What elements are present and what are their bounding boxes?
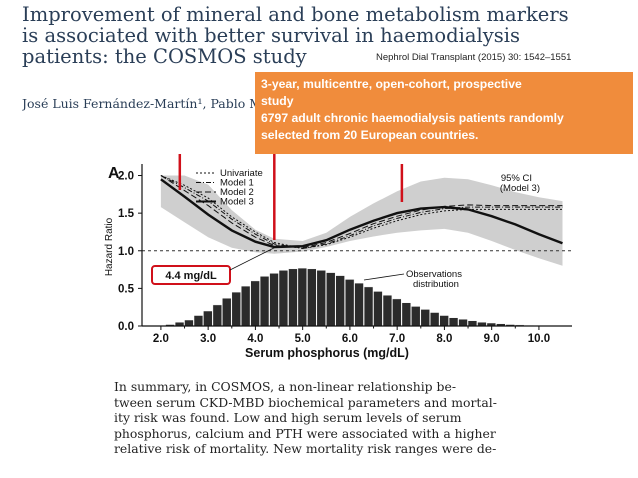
y-tick-label: 1.5: [118, 208, 135, 220]
distribution-bar: [184, 319, 194, 327]
distribution-bar: [297, 267, 308, 327]
series-line: [160, 175, 563, 250]
callout-line: 6797 adult chronic haemodialysis patient…: [261, 111, 564, 125]
y-tick-label: 0.0: [118, 321, 134, 333]
observations-label: Observations: [406, 269, 462, 280]
y-axis-label: Hazard Ratio: [104, 217, 115, 276]
title-line: Improvement of mineral and bone metaboli…: [22, 3, 569, 26]
distribution-bar: [231, 291, 241, 327]
distribution-bar: [240, 285, 251, 327]
x-tick-label: 7.0: [389, 333, 405, 345]
hazard-ratio-chart: 0.0 0.5 1.0 1.5 2.0 2.0 3.0 4.0 5.0 6.0 7.0 8.0 9.0 1…: [104, 152, 572, 360]
distribution-bar: [373, 291, 383, 327]
minimum-pointer: [229, 247, 275, 271]
distribution-bar: [392, 298, 402, 327]
series-line: [160, 178, 563, 249]
summary-line: relative risk of mortality. New mortalit…: [114, 441, 497, 456]
y-tick-label: 2.0: [118, 171, 134, 183]
x-tick-label: 4.0: [247, 333, 263, 345]
distribution-bar: [401, 302, 412, 327]
article-title: Improvement of mineral and bone metaboli…: [22, 4, 622, 67]
distribution-bar: [382, 294, 393, 327]
title-line: patients: the COSMOS study: [22, 45, 307, 68]
distribution-bar: [259, 276, 270, 327]
distribution-bar: [411, 306, 421, 327]
distribution-bar: [344, 279, 355, 327]
x-tick-label: 8.0: [436, 333, 452, 345]
ci-sublabel: (Model 3): [500, 183, 540, 194]
minimum-label-box: [151, 265, 231, 285]
distribution-bar: [193, 315, 204, 327]
y-tick-label: 1.0: [118, 246, 134, 258]
study-design-callout: 3-year, multicentre, open-cohort, prospe…: [255, 72, 633, 154]
x-tick-label: 2.0: [153, 333, 169, 345]
distribution-bar: [212, 304, 223, 327]
distribution-bar: [316, 270, 326, 327]
callout-line: selected from 20 European countries.: [261, 128, 479, 142]
x-tick-label: 9.0: [484, 333, 500, 345]
x-tick-label: 3.0: [200, 333, 216, 345]
x-tick-label: 10.0: [528, 333, 550, 345]
distribution-bar: [222, 297, 232, 327]
legend-entry: Model 1: [220, 178, 254, 189]
summary-line: tween serum CKD-MBD biochemical paramete…: [114, 394, 497, 410]
distribution-bar: [250, 280, 260, 327]
distribution-bar: [326, 272, 336, 327]
minimum-label: 4.4 mg/dL: [165, 270, 217, 282]
distribution-bar: [307, 268, 317, 327]
legend-entry: Model 3: [220, 197, 254, 208]
x-tick-label: 5.0: [295, 333, 311, 345]
author-list: José Luis Fernández-Martín¹, Pablo M: [22, 96, 263, 111]
x-tick-label: 6.0: [342, 333, 358, 345]
distribution-bar: [203, 310, 213, 327]
distribution-bar: [439, 315, 449, 327]
distribution-bar: [269, 273, 279, 327]
panel-label: A: [108, 165, 120, 182]
callout-line: study: [261, 94, 294, 108]
legend-entry: Univariate: [220, 168, 263, 179]
distribution-bar: [288, 268, 298, 327]
series-line: [160, 175, 563, 250]
summary-paragraph: In summary, in COSMOS, a non-linear rela…: [114, 379, 584, 457]
y-tick-label: 0.5: [118, 283, 135, 295]
observations-pointer: [363, 273, 405, 281]
ci-label: 95% CI: [501, 173, 532, 184]
distribution-bar: [363, 286, 374, 327]
distribution-bar: [467, 320, 478, 327]
distribution-bar: [420, 309, 430, 327]
title-line: is associated with better survival in ha…: [22, 24, 520, 47]
summary-line: phosphorus, calcium and PTH were associa…: [114, 425, 496, 441]
series-line: [160, 175, 563, 249]
hazard-ratio-figure: 0.0 0.5 1.0 1.5 2.0 2.0 3.0 4.0 5.0 6.0 7.0 8.0 9.0 1…: [100, 152, 580, 383]
distribution-bar: [335, 275, 345, 327]
distribution-bar: [448, 317, 459, 327]
distribution-bar: [429, 312, 440, 327]
journal-citation: Nephrol Dial Transplant (2015) 30: 1542–…: [376, 52, 572, 63]
distribution-bar: [354, 282, 364, 327]
x-axis-label: Serum phosphorus (mg/dL): [245, 346, 409, 360]
distribution-bar: [278, 270, 289, 327]
legend-entry: Model 2: [220, 187, 254, 198]
callout-line: 3-year, multicentre, open-cohort, prospe…: [261, 77, 522, 91]
distribution-bar: [458, 318, 468, 327]
summary-line: ity risk was found. Low and high serum l…: [114, 410, 462, 425]
summary-line: In summary, in COSMOS, a non-linear rela…: [114, 379, 456, 394]
observations-label: distribution: [413, 279, 459, 290]
